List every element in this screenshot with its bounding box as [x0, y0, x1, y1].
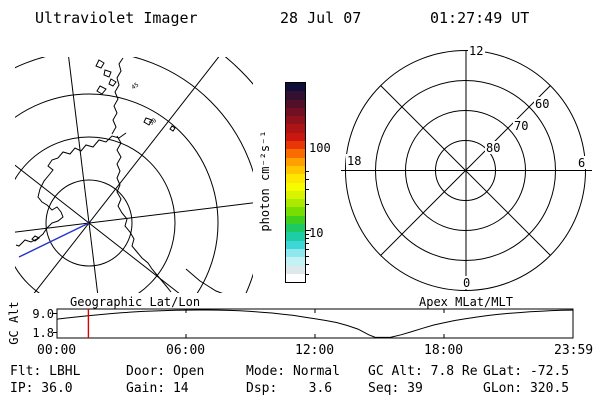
colorbar-axis-label: photon cm⁻²s⁻¹: [258, 130, 272, 232]
colorbar-band: [286, 107, 305, 117]
colorbar-band: [286, 141, 305, 150]
gc-alt-chart: [53, 308, 574, 339]
chart-y-axis-label: GC Alt: [7, 301, 21, 345]
x-tick-1800: 18:00: [424, 343, 464, 358]
colorbar-band: [286, 190, 305, 200]
y-tick-1.8: 1.8: [32, 326, 54, 340]
colorbar-band: [286, 232, 305, 241]
map-grid-label: 50: [148, 117, 158, 127]
time-label: 01:27:49 UT: [430, 9, 530, 27]
status-dsp: Dsp: 3.6: [246, 381, 333, 396]
colorbar-tick-label-10: 10: [309, 226, 324, 240]
mlt-axes: [341, 50, 592, 290]
colorbar-band: [286, 116, 305, 125]
colorbar: [285, 82, 306, 283]
colorbar-tick: [305, 255, 309, 257]
colorbar-tick: [305, 178, 309, 180]
x-tick-2359: 23:59: [554, 343, 594, 358]
colorbar-band: [286, 273, 305, 283]
geographic-map: 45 50: [15, 57, 253, 293]
status-glon: GLon: 320.5: [483, 381, 570, 396]
colorbar-band: [286, 83, 305, 92]
chart-frame: [56, 308, 574, 339]
map-grid-label: 45: [130, 81, 140, 91]
status-mode: Mode: Normal: [246, 364, 340, 379]
colorbar-tick: [305, 230, 311, 231]
colorbar-band: [286, 132, 305, 142]
colorbar-band: [286, 182, 305, 191]
colorbar-tick: [305, 204, 309, 206]
mlat-label-80: 80: [486, 141, 500, 155]
colorbar-band: [286, 165, 305, 175]
colorbar-tick: [305, 248, 309, 250]
colorbar-tick: [305, 274, 309, 276]
colorbar-band: [286, 199, 305, 208]
y-tick-9: 9.0: [32, 307, 54, 321]
apex-polar-grid: 12 18 6 0 80 70 60: [341, 44, 592, 291]
colorbar-band: [286, 265, 305, 274]
orbit-track-line: [18, 222, 90, 258]
colorbar-band: [286, 240, 305, 249]
mlt-label-18: 18: [347, 154, 361, 168]
mlat-label-70: 70: [514, 119, 528, 133]
latitude-circles: [15, 57, 253, 293]
colorbar-band: [286, 215, 305, 225]
colorbar-band: [286, 157, 305, 166]
status-seq: Seq: 39: [368, 381, 423, 396]
mlt-label-12: 12: [469, 44, 483, 58]
mlat-label-60: 60: [535, 97, 549, 111]
status-glat: GLat: -72.5: [483, 364, 570, 379]
mlt-label-6: 6: [578, 156, 585, 170]
status-ip: IP: 36.0: [10, 381, 73, 396]
colorbar-tick: [305, 243, 309, 245]
antarctica-coastline: [15, 57, 223, 293]
status-gain: Gain: 14: [126, 381, 189, 396]
colorbar-band: [286, 99, 305, 108]
page-title: Ultraviolet Imager: [35, 9, 198, 27]
mlt-label-0: 0: [463, 276, 470, 290]
status-door: Door: Open: [126, 364, 205, 379]
colorbar-tick: [305, 233, 309, 235]
colorbar-band: [286, 257, 305, 266]
colorbar-band: [286, 224, 305, 233]
colorbar-tick-label-100: 100: [309, 141, 331, 155]
gc-alt-curve: [56, 309, 573, 338]
colorbar-band: [286, 91, 305, 100]
chart-ticks: [53, 309, 445, 338]
x-tick-1200: 12:00: [295, 343, 335, 358]
colorbar-tick: [305, 263, 309, 265]
colorbar-tick: [305, 170, 309, 172]
polar-caption: Apex MLat/MLT: [419, 295, 513, 309]
colorbar-band: [286, 124, 305, 133]
date-label: 28 Jul 07: [280, 9, 362, 27]
colorbar-band: [286, 207, 305, 216]
colorbar-band: [286, 248, 305, 258]
status-gcalt: GC Alt: 7.8 Re: [368, 364, 478, 379]
x-tick-0000: 00:00: [37, 343, 77, 358]
colorbar-tick: [305, 189, 309, 191]
colorbar-tick: [305, 238, 309, 240]
map-caption: Geographic Lat/Lon: [70, 295, 201, 309]
status-flt: Flt: LBHL: [10, 364, 81, 379]
colorbar-band: [286, 149, 305, 158]
x-tick-0600: 06:00: [166, 343, 206, 358]
colorbar-band: [286, 174, 305, 183]
